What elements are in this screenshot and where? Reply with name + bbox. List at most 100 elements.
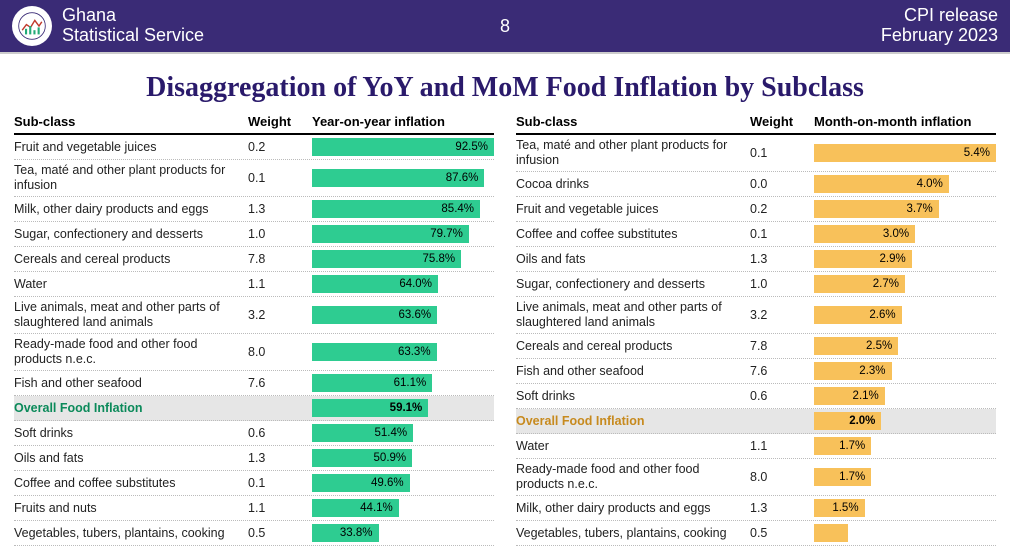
weight-value: 3.2 xyxy=(248,308,302,322)
table-row: Fish and other seafood7.661.1% xyxy=(14,371,494,396)
subclass-name: Fish and other seafood xyxy=(516,364,750,379)
weight-value: 0.2 xyxy=(248,140,302,154)
bar: 92.5% xyxy=(312,138,494,156)
bar: 4.0% xyxy=(814,175,949,193)
subclass-name: Cocoa drinks xyxy=(516,177,750,192)
table-row: Milk, other dairy products and eggs1.31.… xyxy=(516,496,996,521)
bar: 2.3% xyxy=(814,362,892,380)
subclass-name: Fruit and vegetable juices xyxy=(516,202,750,217)
weight-value: 0.6 xyxy=(750,389,804,403)
subclass-name: Cereals and cereal products xyxy=(14,252,248,267)
subclass-name: Coffee and coffee substitutes xyxy=(516,227,750,242)
page-header: Ghana Statistical Service 8 CPI release … xyxy=(0,0,1010,52)
weight-value: 0.5 xyxy=(248,526,302,540)
subclass-name: Milk, other dairy products and eggs xyxy=(14,202,248,217)
bar xyxy=(814,524,848,542)
subclass-name: Fruits and nuts xyxy=(14,501,248,516)
table-row: Ready-made food and other food products … xyxy=(516,459,996,496)
col-weight: Weight xyxy=(248,114,302,129)
bar: 2.9% xyxy=(814,250,912,268)
subclass-name: Cereals and cereal products xyxy=(516,339,750,354)
bar-cell: 2.9% xyxy=(804,250,996,268)
subclass-name: Coffee and coffee substitutes xyxy=(14,476,248,491)
subclass-name: Soft drinks xyxy=(516,389,750,404)
table-row: Fish and other seafood7.62.3% xyxy=(516,359,996,384)
org-line1: Ghana xyxy=(62,6,204,26)
bar: 61.1% xyxy=(312,374,432,392)
table-row: Water1.11.7% xyxy=(516,434,996,459)
subclass-name: Fruit and vegetable juices xyxy=(14,140,248,155)
header-divider xyxy=(0,52,1010,54)
col-subclass: Sub-class xyxy=(516,114,750,129)
bar-cell: 61.1% xyxy=(302,374,494,392)
page-number: 8 xyxy=(500,16,510,37)
bar: 63.3% xyxy=(312,343,437,361)
weight-value: 7.8 xyxy=(248,252,302,266)
table-row: Live animals, meat and other parts of sl… xyxy=(14,297,494,334)
bar-cell: 33.8% xyxy=(302,524,494,542)
mom-panel: Sub-class Weight Month-on-month inflatio… xyxy=(516,114,996,546)
content: Sub-class Weight Year-on-year inflation … xyxy=(0,114,1010,546)
mom-header: Sub-class Weight Month-on-month inflatio… xyxy=(516,114,996,135)
subclass-name: Vegetables, tubers, plantains, cooking xyxy=(14,526,248,541)
bar-cell: 2.1% xyxy=(804,387,996,405)
table-row: Coffee and coffee substitutes0.13.0% xyxy=(516,222,996,247)
weight-value: 1.1 xyxy=(248,501,302,515)
subclass-name: Overall Food Inflation xyxy=(516,414,750,429)
table-row: Oils and fats1.350.9% xyxy=(14,446,494,471)
table-row: Fruit and vegetable juices0.23.7% xyxy=(516,197,996,222)
table-row: Fruit and vegetable juices0.2 92.5% xyxy=(14,135,494,160)
subclass-name: Fish and other seafood xyxy=(14,376,248,391)
table-row: Tea, maté and other plant products for i… xyxy=(14,160,494,197)
bar: 49.6% xyxy=(312,474,410,492)
subclass-name: Water xyxy=(14,277,248,292)
org-line2: Statistical Service xyxy=(62,26,204,46)
table-row: Water1.164.0% xyxy=(14,272,494,297)
bar-cell: 4.0% xyxy=(804,175,996,193)
subclass-name: Overall Food Inflation xyxy=(14,401,248,416)
bar: 2.5% xyxy=(814,337,898,355)
bar-cell: 3.0% xyxy=(804,225,996,243)
bar: 51.4% xyxy=(312,424,413,442)
weight-value: 1.0 xyxy=(750,277,804,291)
weight-value: 1.3 xyxy=(248,202,302,216)
bar: 33.8% xyxy=(312,524,379,542)
bar-cell: 63.6% xyxy=(302,306,494,324)
col-yoy: Year-on-year inflation xyxy=(302,114,494,129)
table-row: Live animals, meat and other parts of sl… xyxy=(516,297,996,334)
bar-cell: 92.5% xyxy=(302,138,494,156)
bar-cell: 3.7% xyxy=(804,200,996,218)
bar-cell: 50.9% xyxy=(302,449,494,467)
bar: 3.7% xyxy=(814,200,939,218)
col-subclass: Sub-class xyxy=(14,114,248,129)
bar: 2.1% xyxy=(814,387,885,405)
subclass-name: Vegetables, tubers, plantains, cooking xyxy=(516,526,750,541)
table-row: Soft drinks0.651.4% xyxy=(14,421,494,446)
subclass-name: Sugar, confectionery and desserts xyxy=(516,277,750,292)
weight-value: 1.3 xyxy=(248,451,302,465)
bar-cell: 1.7% xyxy=(804,437,996,455)
bar-cell xyxy=(804,524,996,542)
table-row: Oils and fats1.32.9% xyxy=(516,247,996,272)
table-row: Cocoa drinks0.04.0% xyxy=(516,172,996,197)
bar: 1.7% xyxy=(814,437,871,455)
bar: 59.1% xyxy=(312,399,428,417)
bar: 87.6% xyxy=(312,169,484,187)
weight-value: 0.1 xyxy=(248,476,302,490)
weight-value: 7.8 xyxy=(750,339,804,353)
subclass-name: Tea, maté and other plant products for i… xyxy=(14,163,248,193)
table-row: Sugar, confectionery and desserts1.02.7% xyxy=(516,272,996,297)
subclass-name: Live animals, meat and other parts of sl… xyxy=(516,300,750,330)
bar: 85.4% xyxy=(312,200,480,218)
bar-cell: 59.1% xyxy=(302,399,494,417)
bar: 63.6% xyxy=(312,306,437,324)
yoy-header: Sub-class Weight Year-on-year inflation xyxy=(14,114,494,135)
org-name: Ghana Statistical Service xyxy=(62,6,204,46)
table-row: Cereals and cereal products7.8 2.5% xyxy=(516,334,996,359)
subclass-name: Soft drinks xyxy=(14,426,248,441)
weight-value: 1.3 xyxy=(750,501,804,515)
table-row: Fruits and nuts1.144.1% xyxy=(14,496,494,521)
bar-cell: 2.6% xyxy=(804,306,996,324)
weight-value: 3.2 xyxy=(750,308,804,322)
bar-cell: 1.7% xyxy=(804,468,996,486)
